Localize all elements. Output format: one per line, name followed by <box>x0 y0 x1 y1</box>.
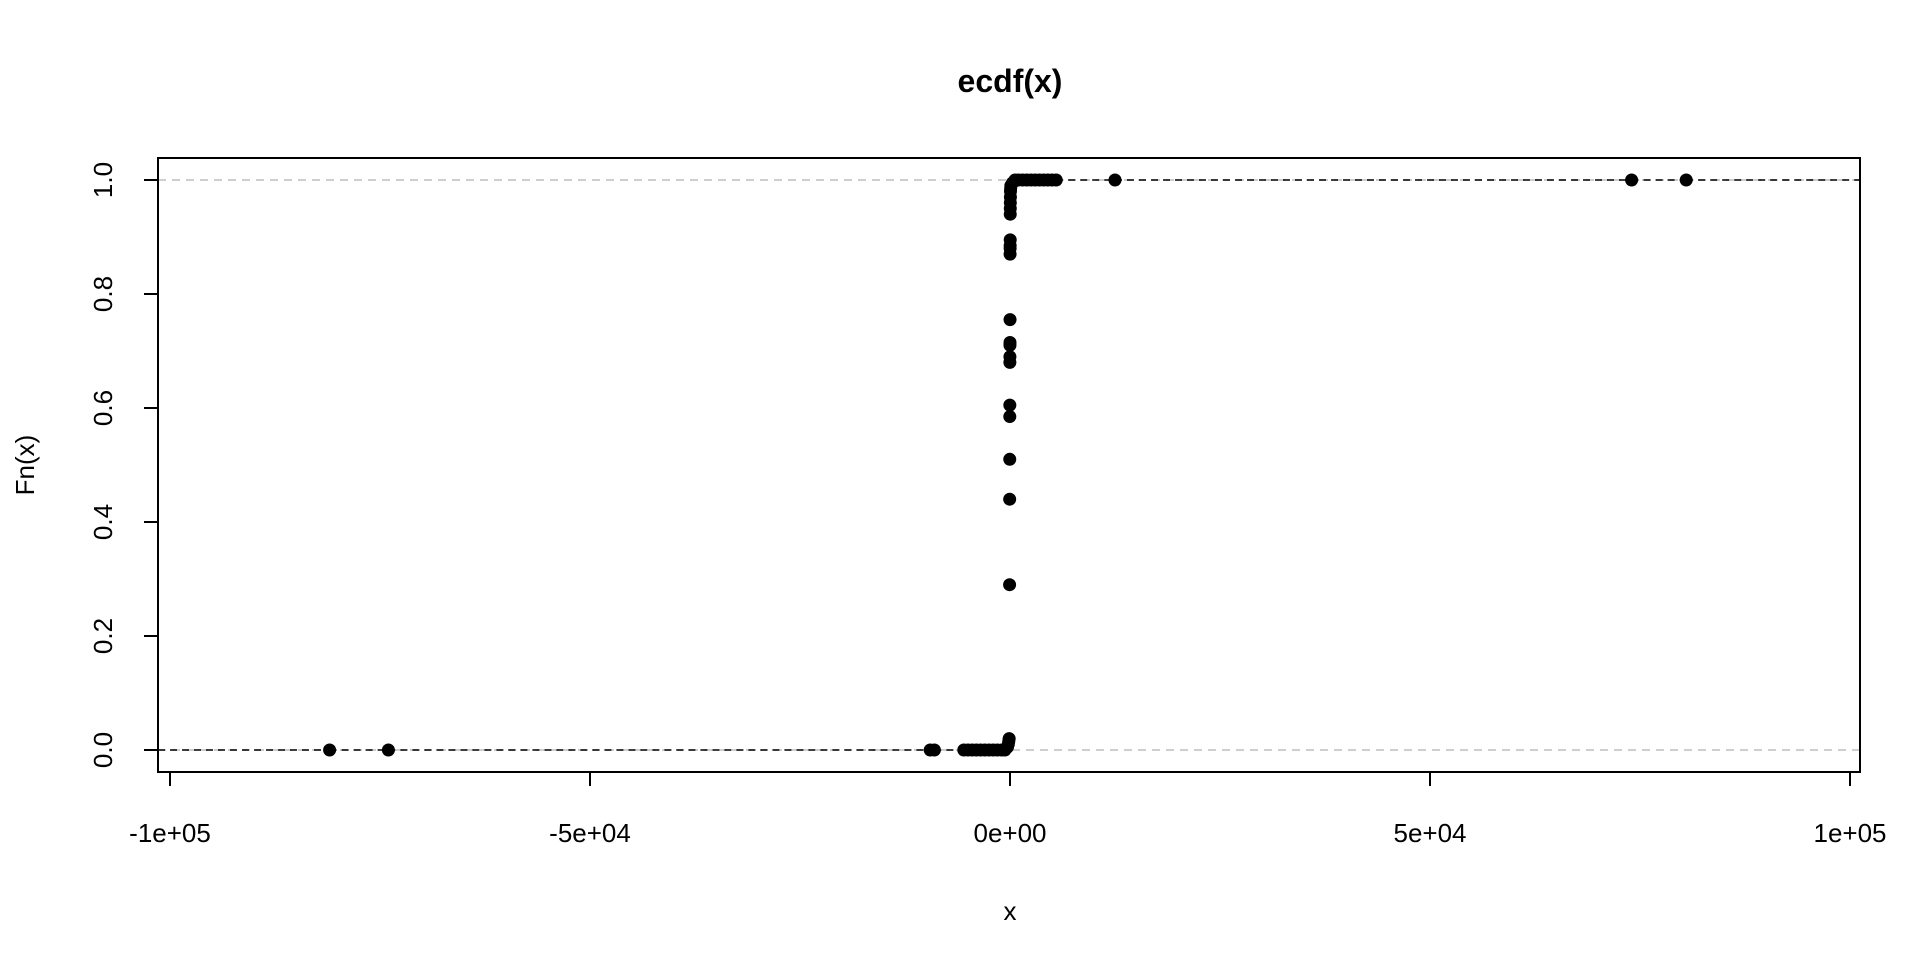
ecdf-point <box>323 743 337 757</box>
ecdf-point <box>1003 233 1017 247</box>
ecdf-point <box>1003 398 1017 412</box>
ecdf-point <box>1049 173 1063 187</box>
ecdf-point <box>1003 492 1017 506</box>
y-tick-label: 1.0 <box>88 162 118 198</box>
ecdf-point <box>1108 173 1122 187</box>
ecdf-point <box>1679 173 1693 187</box>
y-tick-label: 0.2 <box>88 618 118 654</box>
x-axis: -1e+05 -5e+04 0e+00 5e+04 1e+05 <box>129 771 1887 848</box>
x-tick-label: 5e+04 <box>1393 818 1466 848</box>
chart-title: ecdf(x) <box>958 63 1063 99</box>
x-tick-label: -5e+04 <box>549 818 631 848</box>
x-tick-label: -1e+05 <box>129 818 211 848</box>
ecdf-point <box>1003 335 1017 349</box>
ecdf-point <box>1003 578 1017 592</box>
ecdf-point <box>1003 452 1017 466</box>
ecdf-point <box>1625 173 1639 187</box>
y-axis-label: Fn(x) <box>10 435 40 496</box>
ecdf-point <box>1003 410 1017 424</box>
y-tick-label: 0.0 <box>88 732 118 768</box>
x-tick-label: 1e+05 <box>1813 818 1886 848</box>
y-tick-label: 0.6 <box>88 390 118 426</box>
ecdf-points <box>323 173 1693 757</box>
y-tick-label: 0.8 <box>88 276 118 312</box>
x-axis-label: x <box>1004 896 1017 926</box>
ecdf-point <box>1003 313 1017 327</box>
y-tick-label: 0.4 <box>88 504 118 540</box>
y-axis: 0.0 0.2 0.4 0.6 0.8 1.0 <box>88 162 159 768</box>
ecdf-point <box>1002 732 1016 746</box>
x-tick-label: 0e+00 <box>973 818 1046 848</box>
ecdf-point <box>927 743 941 757</box>
ecdf-point <box>1003 350 1017 364</box>
ecdf-point <box>381 743 395 757</box>
